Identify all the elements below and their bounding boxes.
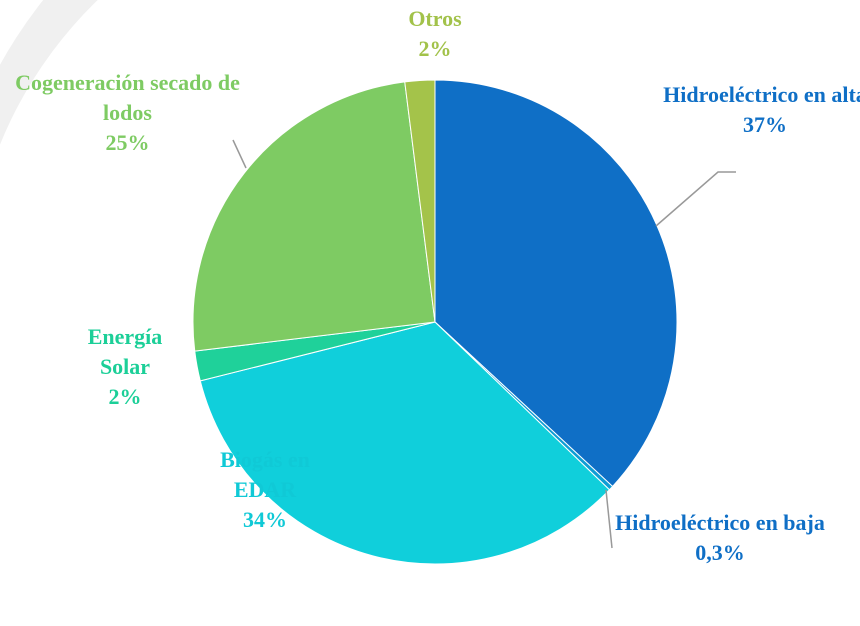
pie-slice — [199, 321, 611, 565]
pie-slice — [192, 81, 436, 352]
leader-line — [232, 139, 247, 169]
category-label: Hidroeléctrico en baja — [615, 510, 825, 535]
value-label: 2% — [418, 36, 452, 61]
slice-label: Otros 2% — [365, 4, 505, 64]
slices — [192, 79, 678, 565]
category-label: Otros — [408, 6, 462, 31]
value-label: 0,3% — [695, 540, 745, 565]
slice-label: Biogás en EDAR 34% — [200, 445, 330, 535]
value-label: 37% — [743, 112, 787, 137]
leader-line — [655, 171, 736, 227]
value-label: 34% — [243, 507, 287, 532]
category-label: Energía Solar — [87, 324, 163, 379]
value-label: 2% — [108, 384, 142, 409]
slice-label: Energía Solar 2% — [60, 322, 190, 412]
slice-label: Hidroeléctrico en baja 0,3% — [615, 508, 825, 568]
pie-slice — [404, 79, 436, 323]
leader-line — [605, 489, 613, 549]
slice-label: Hidroeléctrico en alta 37% — [660, 80, 860, 140]
category-label: Cogeneración secado de lodos — [15, 70, 240, 125]
background-arc — [0, 0, 98, 520]
value-label: 25% — [105, 130, 150, 155]
slice-label: Cogeneración secado de lodos 25% — [10, 68, 245, 158]
leader-lines — [232, 139, 736, 549]
category-label: Biogás en EDAR — [220, 447, 310, 502]
category-label: Hidroeléctrico en alta — [663, 82, 860, 107]
